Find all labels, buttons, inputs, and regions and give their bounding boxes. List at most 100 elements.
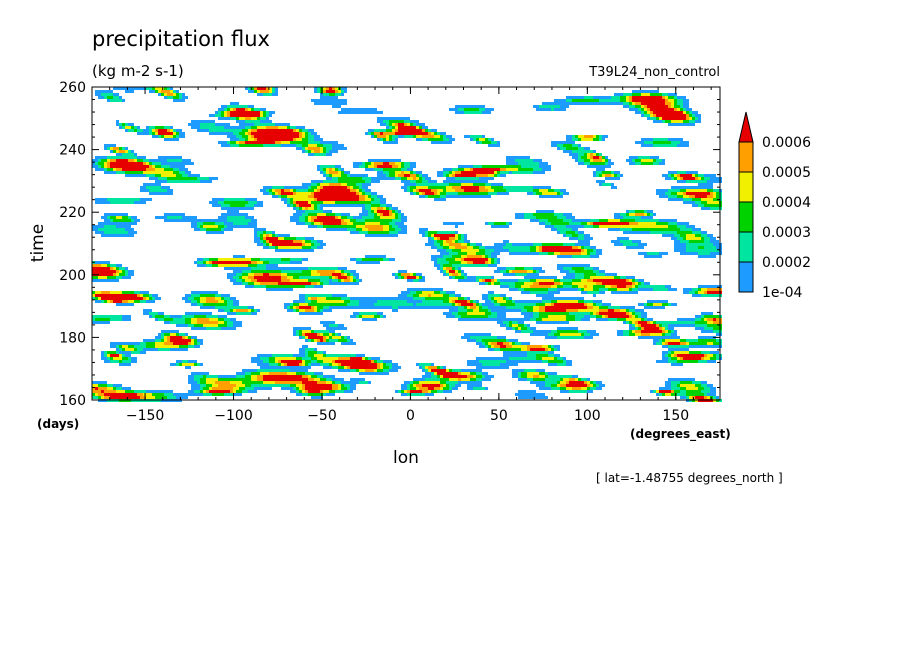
field-cell: [527, 156, 530, 159]
field-cell: [689, 177, 692, 180]
field-cell: [113, 168, 116, 171]
field-cell: [242, 144, 245, 147]
field-cell: [284, 195, 287, 198]
field-cell: [386, 225, 389, 228]
field-cell: [179, 132, 182, 135]
field-cell: [704, 255, 707, 258]
field-cell: [656, 192, 659, 195]
field-cell: [380, 207, 383, 210]
field-cell: [329, 228, 332, 231]
field-cell: [302, 150, 305, 153]
field-cell: [269, 90, 272, 93]
field-cell: [500, 189, 503, 192]
field-cell: [443, 264, 446, 267]
field-cell: [308, 213, 311, 216]
field-cell: [644, 231, 647, 234]
field-cell: [518, 171, 521, 174]
field-cell: [308, 189, 311, 192]
field-cell: [332, 102, 335, 105]
field-cell: [692, 246, 695, 249]
field-cell: [635, 219, 638, 222]
field-cell: [707, 177, 710, 180]
field-cell: [173, 165, 176, 168]
field-cell: [644, 219, 647, 222]
field-cell: [299, 249, 302, 252]
field-cell: [515, 267, 518, 270]
field-cell: [347, 204, 350, 207]
field-cell: [254, 87, 257, 90]
field-cell: [659, 99, 662, 102]
field-cell: [314, 99, 317, 102]
field-cell: [260, 114, 263, 117]
field-cell: [254, 231, 257, 234]
field-cell: [392, 126, 395, 129]
field-cell: [254, 270, 257, 273]
field-cell: [296, 210, 299, 213]
field-cell: [494, 249, 497, 252]
field-cell: [377, 261, 380, 264]
field-cell: [377, 159, 380, 162]
field-cell: [152, 168, 155, 171]
field-cell: [287, 192, 290, 195]
field-cell: [230, 219, 233, 222]
field-cell: [491, 246, 494, 249]
field-cell: [479, 255, 482, 258]
field-cell: [470, 177, 473, 180]
field-cell: [686, 249, 689, 252]
field-cell: [626, 222, 629, 225]
field-cell: [377, 219, 380, 222]
field-cell: [191, 162, 194, 165]
field-cell: [578, 102, 581, 105]
field-cell: [245, 216, 248, 219]
field-cell: [467, 240, 470, 243]
field-cell: [560, 99, 563, 102]
field-cell: [362, 177, 365, 180]
field-cell: [587, 237, 590, 240]
field-cell: [290, 186, 293, 189]
field-cell: [455, 180, 458, 183]
field-cell: [470, 171, 473, 174]
field-cell: [617, 216, 620, 219]
field-cell: [230, 267, 233, 270]
field-cell: [101, 228, 104, 231]
field-cell: [308, 186, 311, 189]
field-cell: [362, 165, 365, 168]
field-cell: [659, 111, 662, 114]
field-cell: [338, 273, 341, 276]
field-cell: [212, 129, 215, 132]
field-cell: [125, 174, 128, 177]
field-cell: [293, 138, 296, 141]
field-cell: [533, 243, 536, 246]
field-cell: [578, 231, 581, 234]
field-cell: [482, 135, 485, 138]
field-cell: [497, 252, 500, 255]
field-cell: [92, 159, 95, 162]
field-cell: [311, 153, 314, 156]
field-cell: [464, 240, 467, 243]
field-cell: [224, 117, 227, 120]
field-cell: [428, 234, 431, 237]
field-cell: [182, 162, 185, 165]
field-cell: [116, 267, 119, 270]
field-cell: [113, 276, 116, 279]
field-cell: [566, 264, 569, 267]
field-cell: [326, 90, 329, 93]
field-cell: [317, 168, 320, 171]
field-cell: [473, 168, 476, 171]
field-cell: [164, 138, 167, 141]
field-cell: [143, 174, 146, 177]
field-cell: [431, 132, 434, 135]
field-cell: [635, 222, 638, 225]
field-cell: [374, 204, 377, 207]
field-cell: [107, 276, 110, 279]
field-cell: [614, 273, 617, 276]
field-cell: [692, 249, 695, 252]
field-cell: [686, 141, 689, 144]
field-cell: [302, 249, 305, 252]
field-cell: [491, 168, 494, 171]
field-cell: [446, 135, 449, 138]
field-cell: [692, 192, 695, 195]
field-cell: [338, 165, 341, 168]
field-cell: [293, 141, 296, 144]
field-cell: [287, 240, 290, 243]
